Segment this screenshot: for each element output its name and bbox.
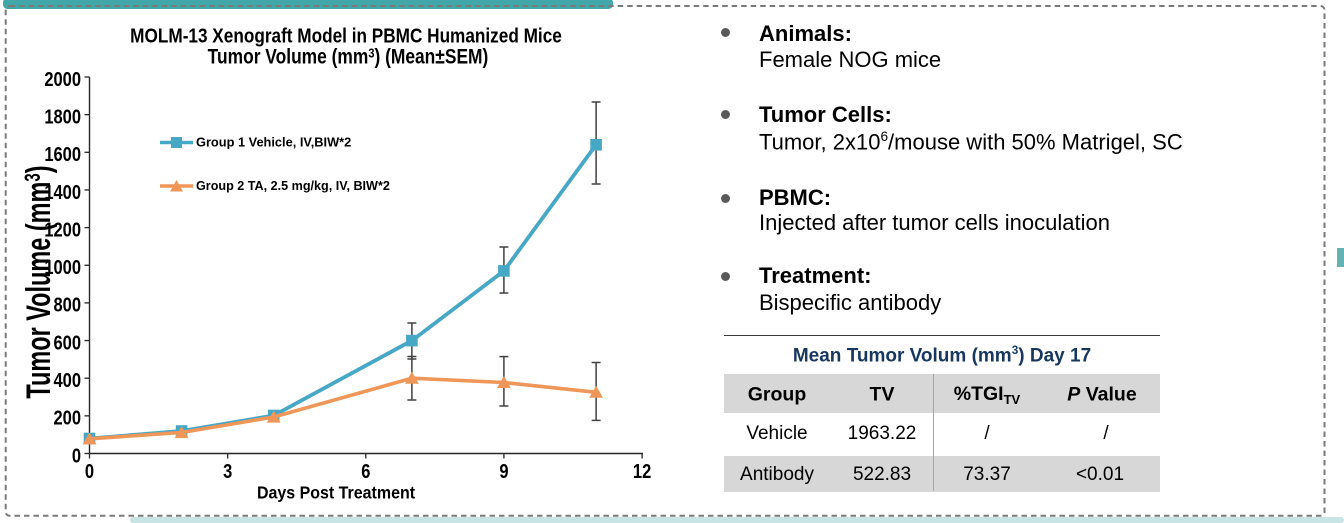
svg-text:0: 0 — [72, 444, 81, 467]
svg-text:2000: 2000 — [44, 67, 81, 90]
svg-text:800: 800 — [53, 293, 81, 316]
svg-text:1200: 1200 — [44, 218, 81, 241]
svg-text:1000: 1000 — [44, 255, 81, 278]
svg-text:Tumor Volume (mm3): Tumor Volume (mm3) — [20, 165, 58, 398]
svg-text:1600: 1600 — [44, 142, 81, 165]
svg-text:600: 600 — [53, 331, 81, 354]
svg-text:MOLM-13 Xenograft Model in PBM: MOLM-13 Xenograft Model in PBMC Humanize… — [130, 25, 562, 48]
svg-text:Group 2 TA, 2.5 mg/kg, IV, BIW: Group 2 TA, 2.5 mg/kg, IV, BIW*2 — [196, 179, 390, 193]
svg-text:200: 200 — [53, 406, 81, 429]
svg-text:0: 0 — [85, 459, 94, 482]
svg-text:1400: 1400 — [44, 180, 81, 203]
svg-text:1800: 1800 — [44, 105, 81, 128]
svg-text:6: 6 — [361, 459, 370, 482]
svg-text:Tumor Volume (mm3) (Mean±SEM): Tumor Volume (mm3) (Mean±SEM) — [208, 46, 489, 69]
svg-text:9: 9 — [499, 459, 508, 482]
svg-text:12: 12 — [633, 459, 651, 482]
svg-text:400: 400 — [53, 368, 81, 391]
svg-text:Group 1 Vehicle, IV,BIW*2: Group 1 Vehicle, IV,BIW*2 — [196, 135, 351, 150]
svg-text:3: 3 — [223, 459, 232, 482]
svg-text:Days Post Treatment: Days Post Treatment — [257, 483, 415, 503]
